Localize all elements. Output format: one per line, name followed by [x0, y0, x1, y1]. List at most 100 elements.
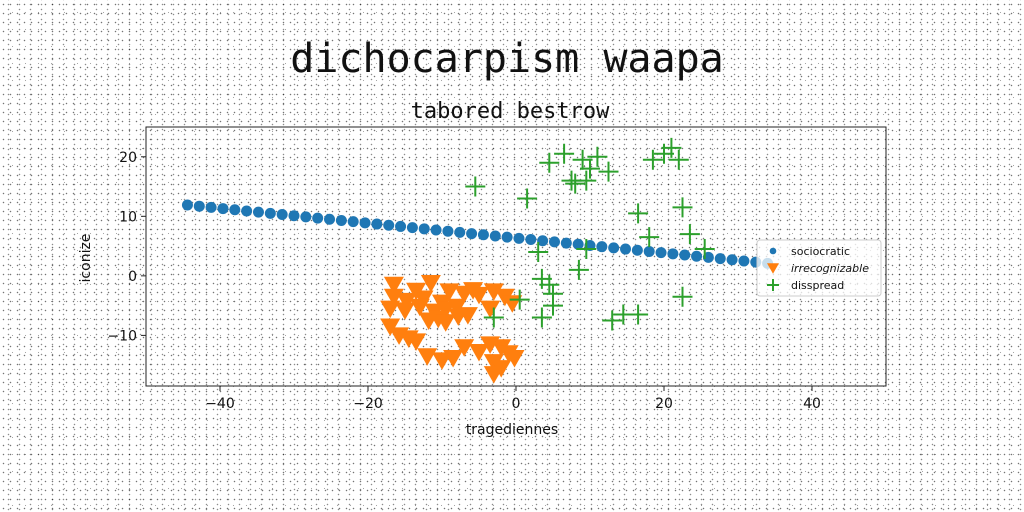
series-irrecognizable: [380, 274, 525, 384]
data-point: [469, 286, 489, 305]
data-point: [672, 286, 693, 307]
data-point: [620, 243, 632, 255]
data-point: [539, 274, 560, 295]
data-point: [395, 220, 407, 232]
data-point: [572, 238, 584, 250]
y-tick-label: 0: [128, 269, 137, 285]
data-point: [430, 224, 442, 236]
data-point: [694, 239, 715, 260]
data-point: [241, 205, 253, 217]
data-point: [300, 211, 312, 223]
data-point: [181, 199, 193, 211]
data-point: [483, 283, 504, 301]
data-point: [446, 298, 467, 317]
x-tick-label: −40: [205, 396, 235, 412]
axis-ticks: −40 −20 0 20 40 −10 0 10 20: [107, 150, 820, 412]
data-point: [628, 304, 649, 325]
data-point: [726, 254, 738, 266]
data-point: [580, 158, 600, 179]
data-point: [205, 201, 217, 213]
data-point: [312, 212, 324, 224]
data-point: [554, 143, 575, 164]
data-point: [347, 216, 359, 228]
data-point: [631, 244, 643, 256]
data-point: [443, 350, 464, 368]
data-point: [276, 209, 288, 221]
data-point: [509, 289, 530, 310]
x-tick-label: −20: [353, 396, 383, 412]
data-marks: [181, 137, 774, 384]
data-point: [560, 237, 572, 249]
data-point: [596, 241, 608, 253]
data-point: [489, 230, 501, 242]
x-tick-label: 40: [803, 396, 821, 412]
data-point: [442, 225, 454, 237]
data-point: [661, 137, 682, 158]
data-point: [608, 242, 620, 254]
data-point: [466, 228, 478, 240]
data-point: [548, 236, 560, 248]
data-point: [667, 248, 679, 260]
legend-label: irrecognizable: [791, 262, 869, 275]
data-point: [288, 210, 300, 222]
data-point: [409, 298, 430, 317]
data-point: [714, 253, 726, 265]
chart-title: dichocarpism waapa: [290, 36, 723, 82]
data-point: [264, 207, 276, 219]
data-point: [643, 245, 655, 257]
x-tick-label: 0: [512, 396, 521, 412]
data-point: [380, 318, 401, 336]
data-point: [406, 222, 418, 234]
data-point: [406, 333, 427, 351]
data-point: [642, 149, 663, 170]
data-point: [679, 249, 691, 261]
legend-marker: [769, 247, 777, 255]
data-point: [528, 242, 549, 263]
data-point: [517, 188, 538, 209]
legend-marker: [767, 279, 779, 291]
data-point: [477, 229, 489, 241]
data-point: [229, 204, 241, 216]
data-point: [483, 307, 504, 328]
data-point: [568, 259, 589, 280]
data-point: [587, 146, 608, 167]
data-point: [396, 292, 417, 311]
data-point: [454, 339, 475, 357]
data-point: [359, 217, 371, 229]
data-point: [565, 173, 586, 194]
data-point: [576, 239, 597, 260]
data-point: [435, 314, 456, 332]
legend-label: sociocratic: [791, 245, 850, 258]
data-point: [371, 218, 383, 230]
data-point: [602, 310, 623, 331]
data-point: [252, 206, 264, 218]
data-point: [543, 295, 563, 316]
data-point: [598, 161, 619, 182]
data-point: [465, 176, 486, 197]
data-point: [513, 232, 525, 244]
data-point: [395, 302, 415, 320]
data-point: [679, 224, 700, 245]
data-point: [628, 203, 649, 224]
data-point: [501, 231, 513, 243]
data-point: [639, 227, 660, 248]
data-point: [383, 219, 395, 231]
x-tick-label: 20: [655, 396, 673, 412]
data-point: [417, 348, 438, 366]
legend-label: disspread: [791, 279, 844, 292]
data-point: [668, 149, 689, 170]
data-point: [525, 234, 537, 246]
y-tick-label: 20: [119, 150, 137, 166]
data-point: [738, 255, 750, 267]
data-point: [448, 308, 469, 326]
data-point: [504, 350, 525, 368]
data-point: [537, 235, 549, 247]
data-point: [420, 274, 441, 293]
data-point: [480, 300, 501, 319]
data-point: [324, 213, 336, 225]
data-point: [539, 152, 560, 173]
data-point: [454, 226, 466, 238]
data-point: [531, 307, 552, 328]
data-point: [691, 250, 703, 262]
